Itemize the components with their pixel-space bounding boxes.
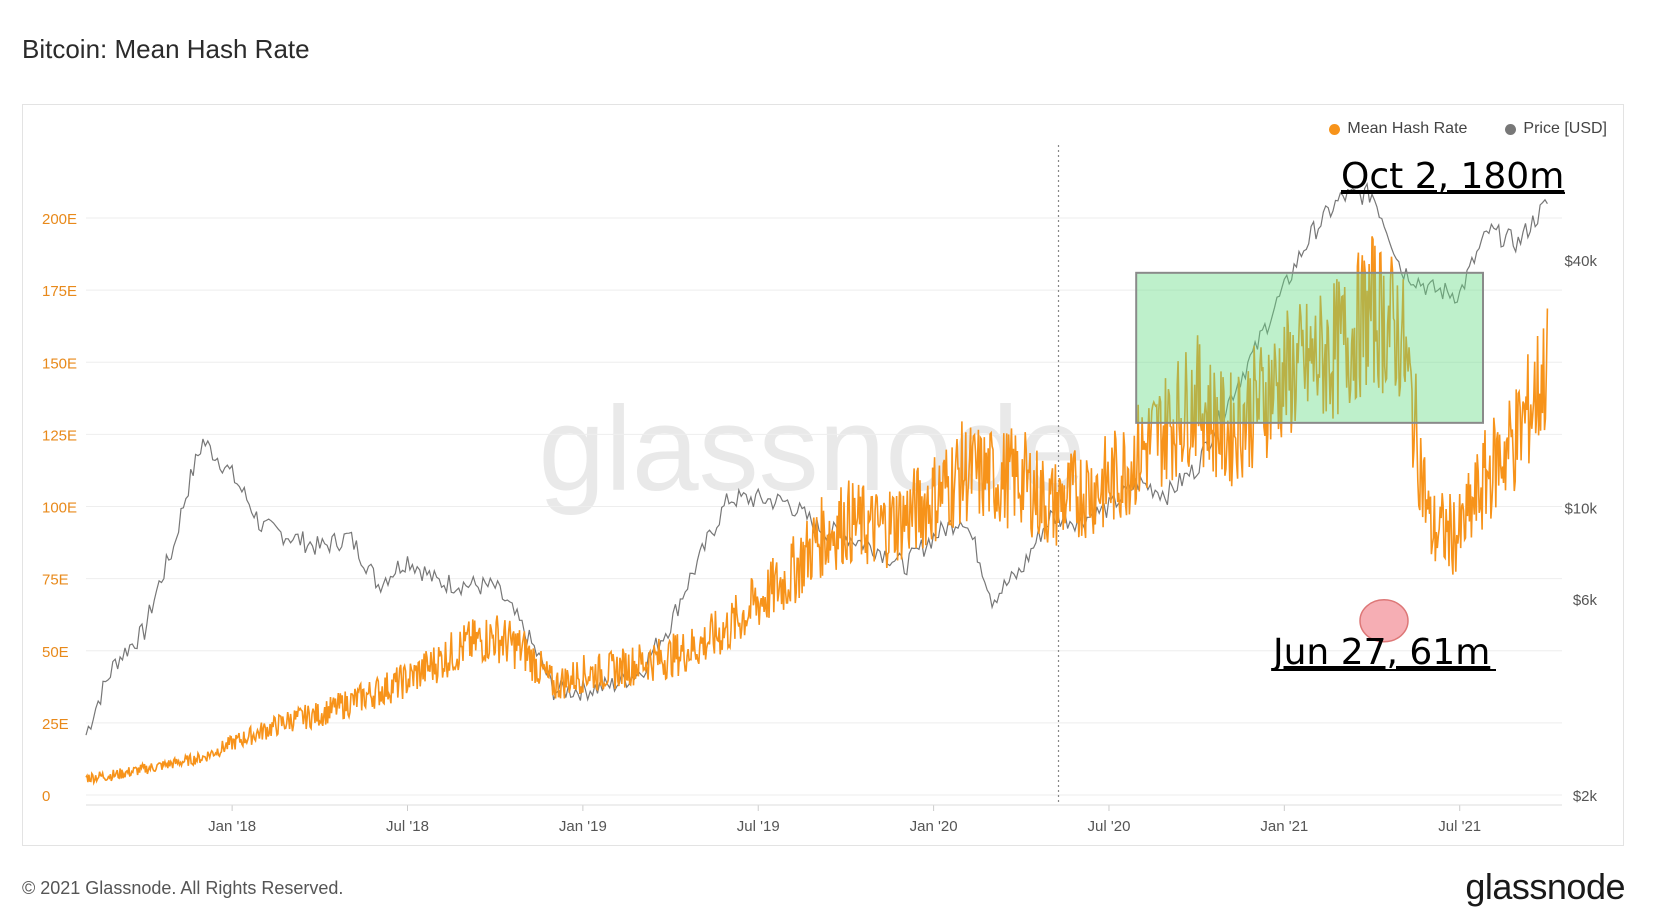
- low-point-marker: [1359, 599, 1409, 643]
- y-left-tick-label: 175E: [42, 283, 77, 300]
- y-left-tick-label: 25E: [42, 716, 69, 733]
- y-left-tick-label: 150E: [42, 355, 77, 372]
- range-highlight-box: [1135, 271, 1484, 424]
- legend-dot-hash-rate: [1329, 123, 1341, 135]
- x-tick-label: Jul '21: [1438, 818, 1481, 835]
- y-right-tick-label: $40k: [1564, 253, 1597, 270]
- annotation-low-label: Jun 27, 61m: [1271, 632, 1490, 673]
- legend-item-hash-rate[interactable]: Mean Hash Rate: [1329, 120, 1467, 138]
- y-left-tick-label: 125E: [42, 427, 77, 444]
- y-left-tick-label: 200E: [42, 211, 77, 228]
- hash-rate-series-line: [85, 236, 1549, 786]
- y-right-tick-label: $2k: [1573, 788, 1598, 805]
- y-left-tick-label: 50E: [42, 644, 69, 661]
- legend-item-price[interactable]: Price [USD]: [1505, 120, 1607, 138]
- y-left-tick-label: 75E: [42, 572, 69, 589]
- y-right-tick-label: $10k: [1564, 501, 1597, 518]
- page-title: Bitcoin: Mean Hash Rate: [22, 34, 310, 64]
- legend-label-price: Price [USD]: [1523, 120, 1607, 137]
- y-left-tick-label: 0: [42, 788, 50, 805]
- x-tick-label: Jul '20: [1088, 818, 1131, 835]
- y-left-tick-label: 100E: [42, 500, 77, 517]
- legend-dot-price: [1505, 123, 1517, 135]
- x-tick-label: Jan '18: [208, 818, 256, 835]
- x-tick-label: Jan '19: [559, 818, 607, 835]
- annotation-high-label: Oct 2, 180m: [1341, 156, 1564, 197]
- y-right-tick-label: $6k: [1573, 592, 1598, 609]
- copyright-notice: © 2021 Glassnode. All Rights Reserved.: [22, 878, 344, 898]
- chart-frame: [22, 104, 1624, 846]
- x-tick-label: Jan '20: [910, 818, 958, 835]
- x-tick-label: Jul '18: [386, 818, 429, 835]
- chart-legend: Mean Hash Rate Price [USD]: [1329, 120, 1607, 138]
- x-tick-label: Jul '19: [737, 818, 780, 835]
- legend-label-hash-rate: Mean Hash Rate: [1347, 120, 1468, 137]
- glassnode-logo[interactable]: glassnode: [1465, 866, 1625, 907]
- x-tick-label: Jan '21: [1260, 818, 1308, 835]
